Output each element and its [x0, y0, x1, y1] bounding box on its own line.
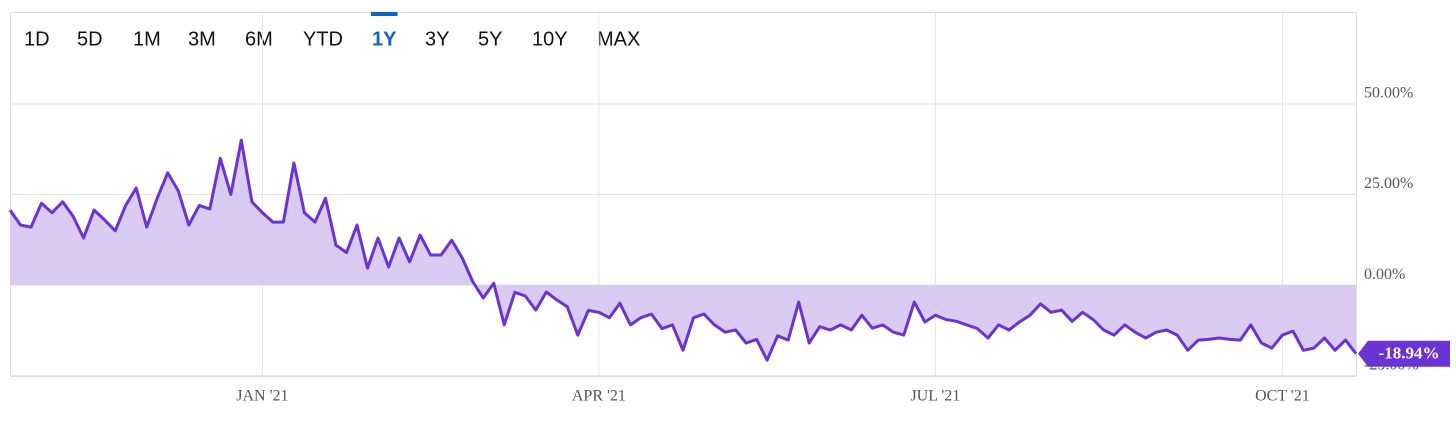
value-badge: -18.94%	[1358, 340, 1450, 367]
range-button[interactable]: 3Y	[425, 28, 449, 50]
x-tick-label: APR '21	[572, 388, 626, 405]
x-tick-label: JUL '21	[910, 388, 960, 405]
x-tick-label: OCT '21	[1255, 388, 1310, 405]
range-button[interactable]: 5D	[77, 28, 103, 50]
line	[8, 138, 1358, 362]
area	[10, 140, 1356, 361]
range-button[interactable]: 1Y	[372, 28, 397, 50]
y-tick-label: 25.00%	[1364, 175, 1413, 192]
range-buttons: 1D 5D 1M 3M 6M YTD 1Y 3Y 5Y 10Y MAX	[24, 12, 640, 50]
y-tick-label: 0.00%	[1364, 266, 1405, 283]
selected-indicator	[371, 12, 398, 16]
range-button[interactable]: MAX	[597, 28, 640, 50]
y-tick-label: 50.00%	[1364, 85, 1413, 102]
range-button[interactable]: 5Y	[478, 28, 502, 50]
range-button[interactable]: YTD	[303, 28, 343, 50]
range-button[interactable]: 3M	[188, 28, 216, 50]
badge-bg	[1358, 340, 1450, 367]
range-button[interactable]: 1M	[133, 28, 161, 50]
range-button[interactable]: 1D	[24, 28, 50, 50]
range-button[interactable]: 6M	[245, 28, 273, 50]
value-label: -18.94%	[1379, 344, 1440, 363]
x-tick-label: JAN '21	[236, 388, 288, 405]
range-button[interactable]: 10Y	[532, 28, 568, 50]
